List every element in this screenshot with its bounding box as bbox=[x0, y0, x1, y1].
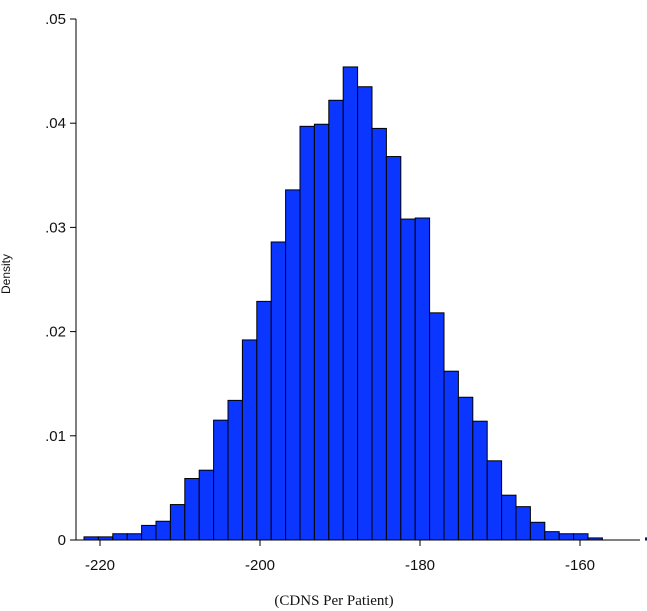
x-tick-label: -180 bbox=[405, 557, 435, 574]
histogram-bar bbox=[213, 419, 229, 541]
histogram-bar bbox=[198, 469, 215, 541]
histogram-bar bbox=[285, 189, 301, 541]
y-tick-label: .05 bbox=[45, 11, 66, 28]
histogram-bar bbox=[155, 520, 171, 541]
histogram-bar bbox=[313, 123, 330, 541]
histogram-bar bbox=[169, 504, 186, 541]
histogram-bar bbox=[645, 537, 647, 541]
histogram-bar bbox=[501, 494, 517, 541]
histogram-bar bbox=[486, 460, 503, 541]
histogram-bar bbox=[414, 217, 431, 541]
x-tick-label: -200 bbox=[245, 557, 275, 574]
histogram-bar bbox=[299, 125, 315, 541]
histogram-bar bbox=[529, 521, 546, 541]
histogram-bar bbox=[544, 531, 560, 541]
y-tick-label: .02 bbox=[45, 324, 66, 341]
histogram-bar bbox=[443, 370, 459, 541]
y-tick-label: .03 bbox=[45, 219, 66, 236]
histogram-bar bbox=[126, 533, 143, 541]
histogram-bar bbox=[558, 533, 575, 541]
histogram-bar bbox=[573, 533, 589, 541]
histogram-bar bbox=[328, 99, 344, 541]
histogram-bar bbox=[184, 478, 200, 541]
histogram-bar bbox=[241, 339, 258, 541]
y-axis-ticks: 0 .01 .02 .03 .04 .05 bbox=[45, 11, 76, 549]
histogram-bar bbox=[342, 66, 359, 541]
x-tick-label: -160 bbox=[565, 557, 595, 574]
histogram-bar bbox=[429, 312, 445, 541]
histogram-bar bbox=[357, 86, 373, 541]
histogram-bar bbox=[112, 533, 128, 541]
y-tick-label: .04 bbox=[45, 115, 66, 132]
histogram-bar bbox=[141, 524, 157, 541]
y-tick-label: .01 bbox=[45, 428, 66, 445]
histogram-bar bbox=[400, 218, 416, 541]
histogram-bar bbox=[385, 156, 402, 541]
histogram-bar bbox=[371, 127, 387, 541]
y-axis-title: Density bbox=[0, 254, 13, 294]
y-tick-label: 0 bbox=[58, 532, 66, 549]
x-axis-ticks: -220 -200 -180 -160 bbox=[85, 540, 595, 574]
x-axis-title: (CDNS Per Patient) bbox=[274, 593, 393, 609]
histogram-bar bbox=[515, 506, 531, 541]
histogram-bar bbox=[227, 399, 243, 541]
histogram-bar bbox=[472, 420, 488, 541]
histogram-bar bbox=[256, 300, 272, 541]
histogram-bars bbox=[83, 66, 647, 541]
histogram-bar bbox=[457, 396, 474, 541]
x-tick-label: -220 bbox=[85, 557, 115, 574]
histogram-bar bbox=[270, 241, 287, 541]
